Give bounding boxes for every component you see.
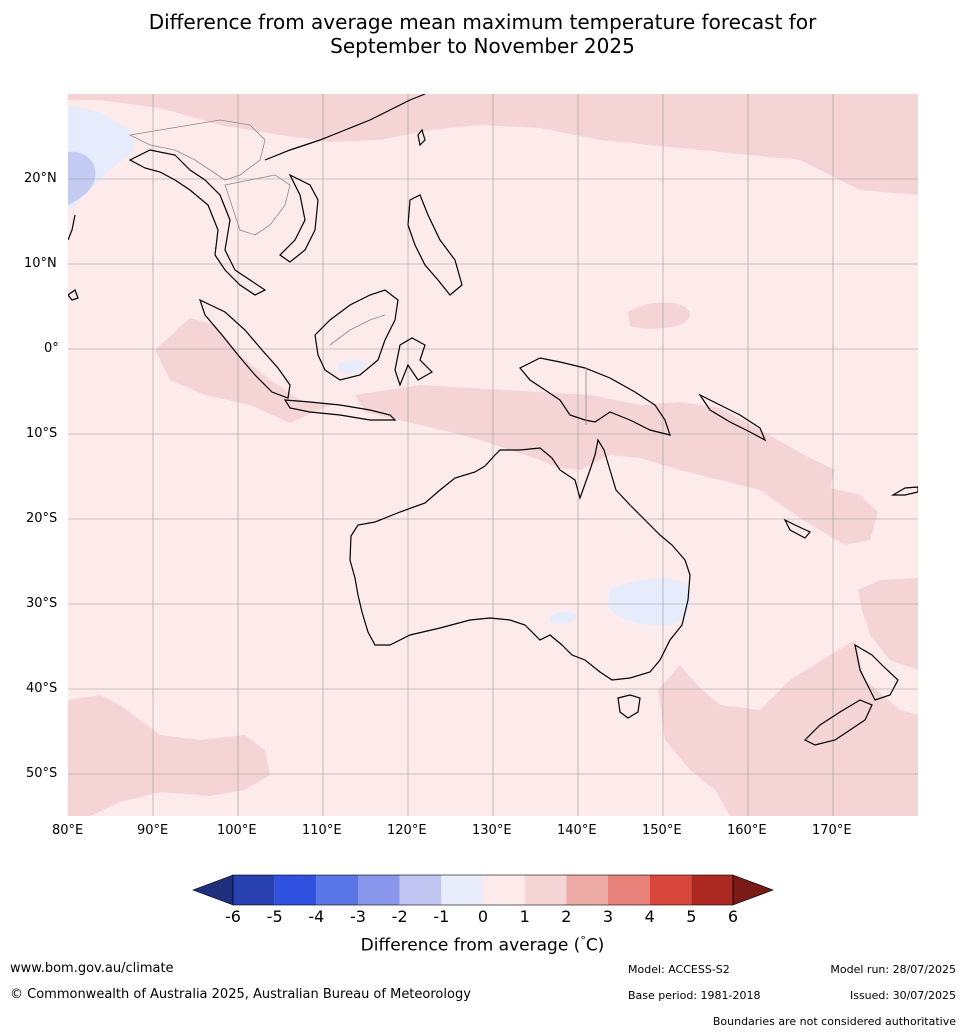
lat-label-20n: 20°N bbox=[24, 171, 57, 186]
lat-label-10s: 10°S bbox=[26, 426, 58, 441]
new-zealand-coastline bbox=[803, 643, 899, 746]
anomaly-1-to-2-regions bbox=[68, 94, 918, 816]
borneo-border bbox=[329, 314, 386, 346]
lat-label-40s: 40°S bbox=[26, 681, 58, 696]
borneo-cool-patch bbox=[338, 359, 368, 374]
colorbar-tick-label: 4 bbox=[644, 907, 655, 926]
lat-label-0: 0° bbox=[44, 341, 59, 356]
colorbar-segment bbox=[483, 875, 525, 905]
lon-label-120e: 120°E bbox=[387, 823, 427, 838]
vietnam-coastline bbox=[279, 173, 319, 263]
lon-label-110e: 110°E bbox=[302, 823, 342, 838]
australia-coastline bbox=[349, 438, 691, 681]
issued-date: Issued: 30/07/2025 bbox=[849, 989, 956, 1002]
colorbar-tick-label: 0 bbox=[477, 907, 489, 926]
title-line-1: Difference from average mean maximum tem… bbox=[148, 10, 817, 34]
lon-label-160e: 160°E bbox=[727, 823, 767, 838]
chart-title: Difference from average mean maximum tem… bbox=[0, 10, 965, 58]
lat-label-10n: 10°N bbox=[24, 256, 57, 271]
tasmania-coastline bbox=[617, 694, 641, 719]
graticule bbox=[68, 94, 918, 816]
colorbar-tick-label: -3 bbox=[350, 907, 366, 926]
lon-label-130e: 130°E bbox=[472, 823, 512, 838]
colorbar-tick-label: -4 bbox=[308, 907, 325, 926]
colorbar-frame bbox=[232, 874, 734, 906]
colorbar-segment bbox=[691, 875, 733, 905]
base-period: Base period: 1981-2018 bbox=[628, 989, 761, 1002]
taiwan-coastline bbox=[417, 128, 426, 147]
colorbar-max-extension bbox=[732, 874, 774, 906]
colorbar-tick-label: 6 bbox=[727, 907, 739, 926]
colorbar-segment bbox=[399, 875, 442, 905]
colorbar-tick-label: -2 bbox=[391, 907, 408, 926]
pacific-islands-coastlines bbox=[698, 393, 918, 539]
pacific-warm-patch bbox=[628, 302, 690, 329]
colorbar-tick-label: 3 bbox=[602, 907, 614, 926]
map-area bbox=[68, 94, 918, 816]
boundaries-disclaimer: Boundaries are not considered authoritat… bbox=[712, 1015, 956, 1028]
colorbar-segment bbox=[524, 875, 567, 905]
model-run-date: Model run: 28/07/2025 bbox=[830, 963, 956, 976]
colorbar-tick-label: 5 bbox=[686, 907, 697, 926]
lon-label-90e: 90°E bbox=[137, 823, 169, 838]
lon-label-150e: 150°E bbox=[642, 823, 682, 838]
model-name: Model: ACCESS-S2 bbox=[628, 963, 730, 976]
colorbar-tick-label: 1 bbox=[519, 907, 530, 926]
borneo-coastline bbox=[314, 289, 399, 381]
east-pacific-warm-region bbox=[858, 578, 918, 670]
lat-label-30s: 30°S bbox=[26, 596, 58, 611]
colorbar-tick-label: -5 bbox=[266, 907, 283, 926]
lon-label-140e: 140°E bbox=[557, 823, 597, 838]
sulawesi-coastline bbox=[394, 337, 433, 387]
arafura-warm-region bbox=[355, 385, 878, 545]
colorbar-segment bbox=[566, 875, 608, 905]
website-link[interactable]: www.bom.gov.au/climate bbox=[10, 961, 174, 976]
colorbar-tick-label: -1 bbox=[433, 907, 450, 926]
colorbar-min-extension bbox=[192, 874, 234, 906]
java-coastline bbox=[283, 399, 397, 421]
spencer-gulf-cool-patch bbox=[550, 611, 577, 624]
country-borders bbox=[128, 119, 587, 425]
colorbar-label: Difference from average (°C) bbox=[360, 934, 605, 956]
philippines-coastline bbox=[407, 194, 463, 296]
title-line-2: September to November 2025 bbox=[330, 34, 635, 58]
colorbar-tick-label: 2 bbox=[561, 907, 572, 926]
colorbar-segment bbox=[316, 875, 358, 905]
colorbar-segment bbox=[358, 875, 400, 905]
india-coastline bbox=[68, 214, 79, 301]
sumatra-coastline bbox=[198, 298, 291, 399]
china-coastline bbox=[264, 94, 426, 161]
lon-label-170e: 170°E bbox=[812, 823, 852, 838]
coastlines bbox=[68, 94, 918, 746]
colorbar-segment bbox=[608, 875, 650, 905]
lon-label-80e: 80°E bbox=[52, 823, 84, 838]
lon-label-100e: 100°E bbox=[217, 823, 257, 838]
lat-label-50s: 50°S bbox=[26, 766, 58, 781]
colorbar-segment bbox=[233, 875, 275, 905]
eastern-australia-cool-region bbox=[608, 578, 691, 626]
tasman-warm-region bbox=[658, 640, 918, 816]
colorbar-tick-label: -6 bbox=[225, 907, 241, 926]
colorbar-segment bbox=[441, 875, 483, 905]
north-warm-region bbox=[68, 94, 918, 195]
colorbar-segment bbox=[649, 875, 692, 905]
indochina-west-coastline bbox=[128, 149, 267, 296]
myanmar-border bbox=[128, 119, 266, 181]
bay-of-bengal-cooler-core bbox=[68, 151, 96, 205]
new-guinea-coastline bbox=[519, 357, 671, 436]
thailand-laos-border bbox=[224, 174, 291, 236]
lat-label-20s: 20°S bbox=[26, 511, 58, 526]
southern-ocean-warm-region bbox=[68, 695, 270, 816]
colorbar-segment bbox=[274, 875, 317, 905]
copyright-text: © Commonwealth of Australia 2025, Austra… bbox=[10, 987, 471, 1002]
colorbar bbox=[192, 874, 774, 906]
